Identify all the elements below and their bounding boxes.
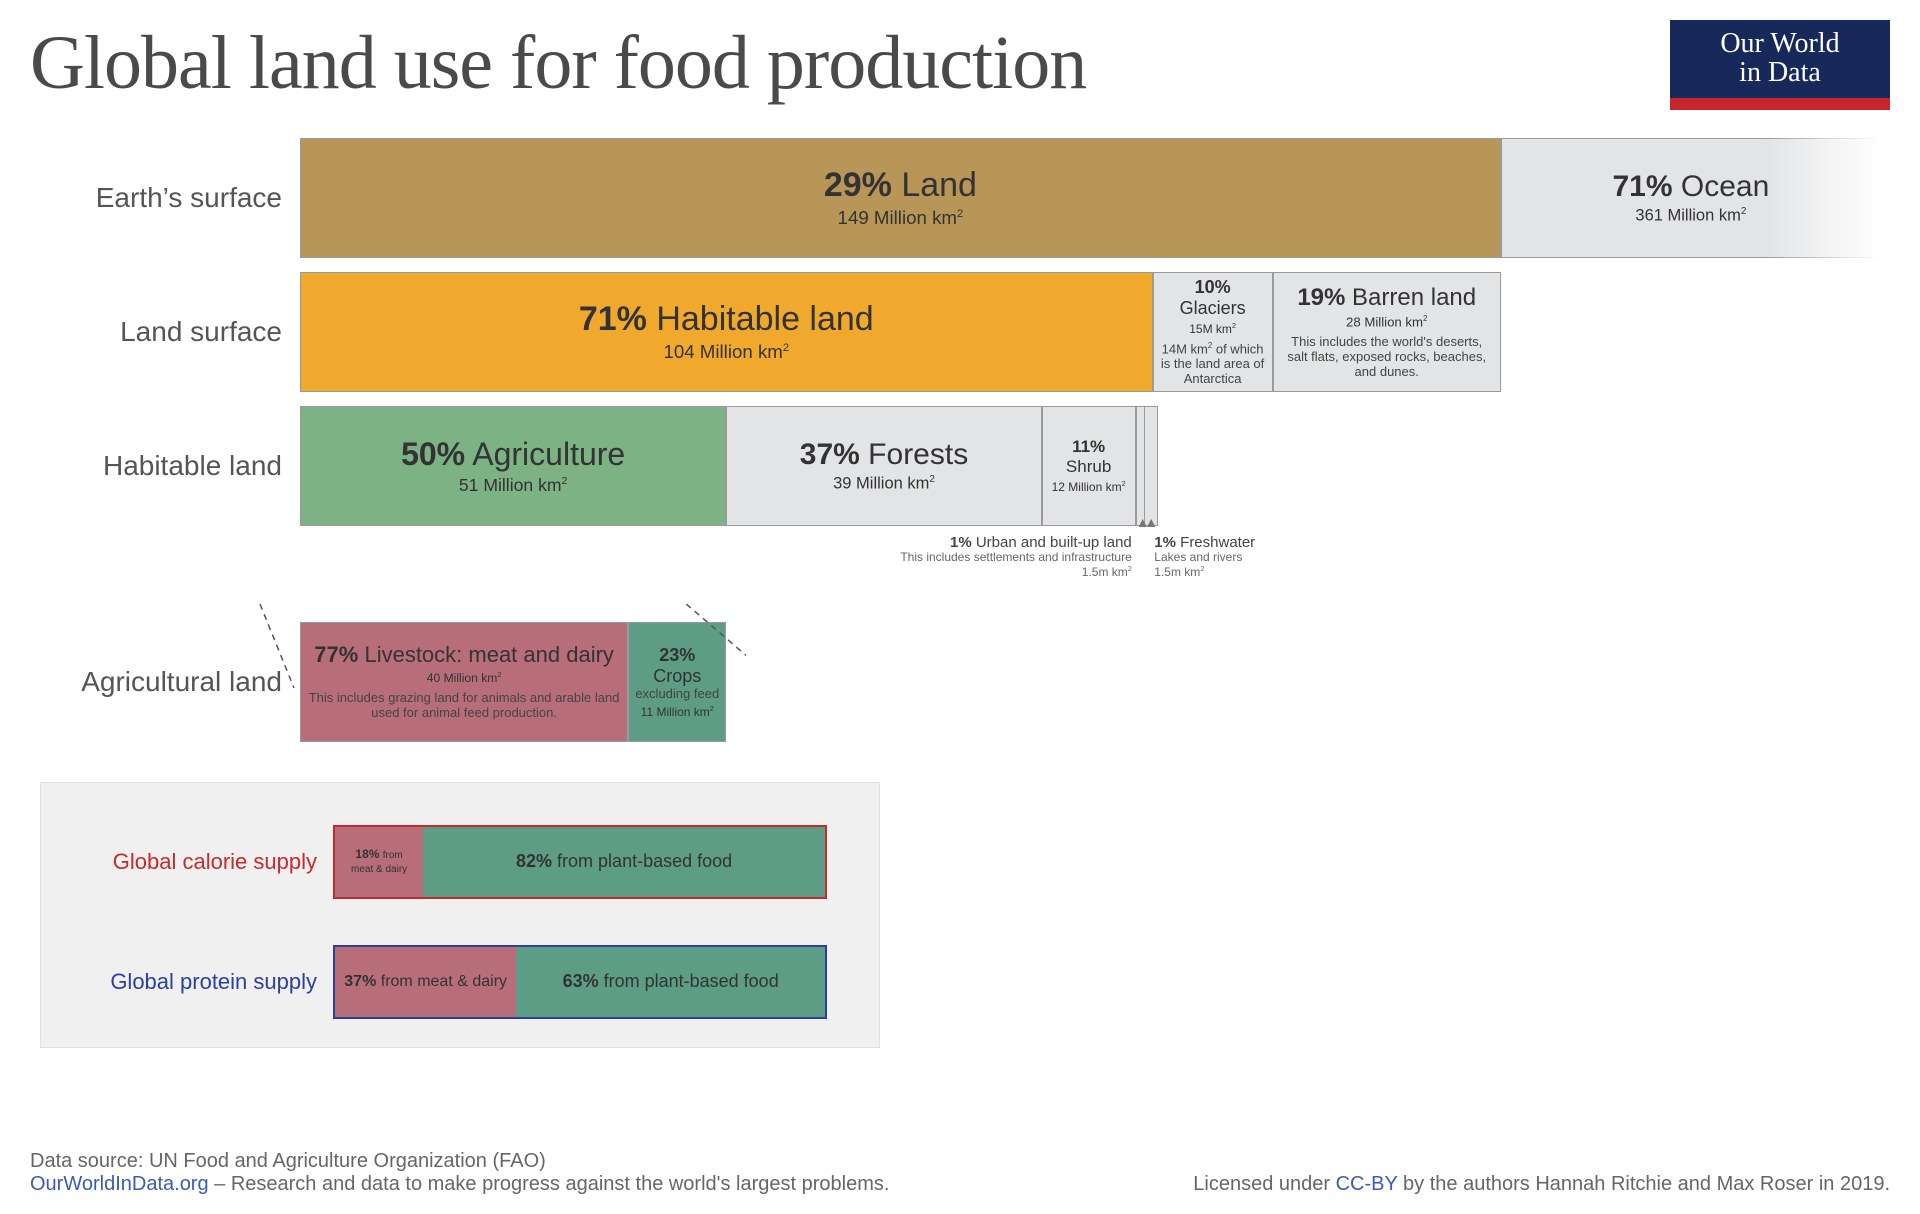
row-label: Habitable land [40, 406, 300, 526]
chart-row: Earth’s surface29% Land149 Million km271… [40, 138, 1890, 258]
segment: 11% Shrub12 Million km2 [1042, 406, 1136, 526]
row-label: Land surface [40, 272, 300, 392]
owid-logo: Our Worldin Data [1670, 20, 1890, 110]
row-bars: 71% Habitable land104 Million km210% Gla… [300, 272, 1501, 392]
site-link[interactable]: OurWorldInData.org [30, 1173, 209, 1195]
supply-row: Global protein supply37% from meat & dai… [55, 947, 865, 1017]
row-bars: 77% Livestock: meat and dairy40 Million … [300, 622, 726, 742]
land-use-chart: Earth’s surface29% Land149 Million km271… [40, 138, 1890, 1048]
segment [1144, 406, 1158, 526]
callout: 1% FreshwaterLakes and rivers1.5m km2 [1154, 534, 1255, 580]
supply-box: Global calorie supply18% frommeat & dair… [40, 782, 880, 1048]
tagline: – Research and data to make progress aga… [209, 1173, 890, 1195]
supply-label: Global protein supply [55, 969, 335, 995]
data-source: Data source: UN Food and Agriculture Org… [30, 1150, 889, 1173]
supply-segment: 63% from plant-based food [516, 947, 825, 1017]
supply-segment: 82% from plant-based food [423, 827, 825, 897]
segment: 71% Ocean361 Million km2 [1501, 138, 1880, 258]
segment: 29% Land149 Million km2 [300, 138, 1501, 258]
row-label: Earth’s surface [40, 138, 300, 258]
row-bars: 29% Land149 Million km271% Ocean361 Mill… [300, 138, 1880, 258]
supply-segment: 18% frommeat & dairy [335, 827, 423, 897]
chart-row: Agricultural land77% Livestock: meat and… [40, 622, 1890, 742]
chart-row: Land surface71% Habitable land104 Millio… [40, 272, 1890, 392]
supply-row: Global calorie supply18% frommeat & dair… [55, 827, 865, 897]
segment: 19% Barren land28 Million km2This includ… [1273, 272, 1501, 392]
segment: 50% Agriculture51 Million km2 [300, 406, 726, 526]
segment: 77% Livestock: meat and dairy40 Million … [300, 622, 628, 742]
license-link[interactable]: CC-BY [1336, 1173, 1398, 1195]
supply-segment: 37% from meat & dairy [335, 947, 516, 1017]
row-label: Agricultural land [40, 622, 300, 742]
callout: 1% Urban and built-up landThis includes … [900, 534, 1131, 580]
supply-label: Global calorie supply [55, 849, 335, 875]
segment: 10% Glaciers15M km214M km2 of which is t… [1153, 272, 1273, 392]
segment: 37% Forests39 Million km2 [726, 406, 1041, 526]
row-bars: 50% Agriculture51 Million km237% Forests… [300, 406, 1153, 526]
segment: 71% Habitable land104 Million km2 [300, 272, 1153, 392]
chart-row: Habitable land50% Agriculture51 Million … [40, 406, 1890, 526]
page-title: Global land use for food production [30, 20, 1086, 107]
footer: Data source: UN Food and Agriculture Org… [30, 1150, 1890, 1196]
segment: 23% Cropsexcluding feed11 Million km2 [628, 622, 726, 742]
